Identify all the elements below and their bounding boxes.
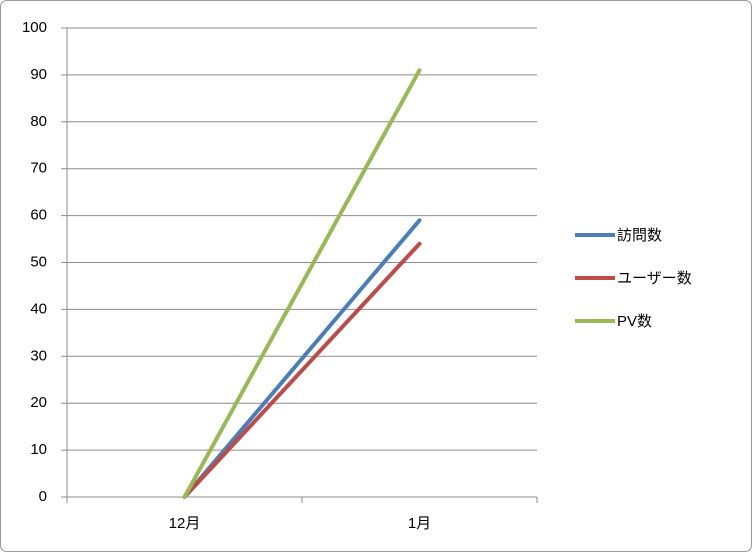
series-line — [182, 68, 422, 499]
y-tick-label: 90 — [30, 66, 47, 83]
y-tick-label: 100 — [22, 19, 47, 36]
series-line — [182, 241, 422, 499]
x-tick-label: 12月 — [169, 515, 201, 532]
series-line — [182, 218, 422, 499]
legend-label: PV数 — [617, 313, 652, 330]
y-tick-label: 40 — [30, 300, 47, 317]
x-tick-label: 1月 — [408, 515, 431, 532]
y-tick-label: 0 — [39, 488, 47, 505]
y-tick-label: 10 — [30, 441, 47, 458]
y-tick-label: 50 — [30, 253, 47, 270]
legend-label: 訪問数 — [617, 227, 662, 244]
y-tick-label: 30 — [30, 347, 47, 364]
y-tick-label: 70 — [30, 160, 47, 177]
y-tick-label: 80 — [30, 113, 47, 130]
y-tick-label: 60 — [30, 207, 47, 224]
y-tick-label: 20 — [30, 394, 47, 411]
legend-label: ユーザー数 — [617, 270, 692, 287]
